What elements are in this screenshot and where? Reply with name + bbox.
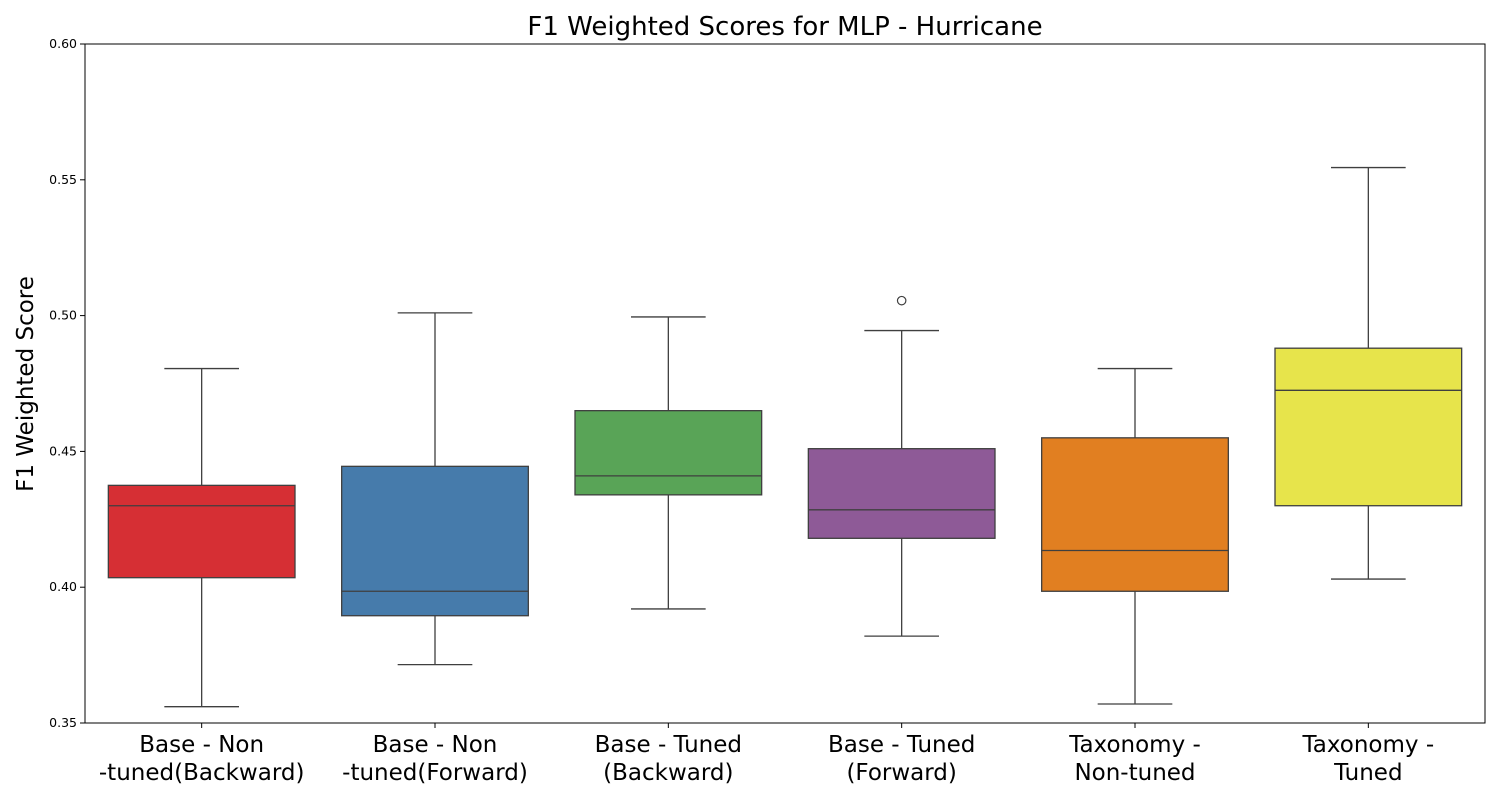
box-iqr (1274, 347, 1463, 507)
box-iqr (341, 465, 529, 617)
x-tick-label: -tuned(Forward) (342, 760, 528, 786)
y-tick-label: 0.55 (49, 172, 77, 187)
chart-title: F1 Weighted Scores for MLP - Hurricane (527, 12, 1042, 42)
box-iqr (574, 410, 763, 496)
x-tick-label: Non-tuned (1074, 760, 1195, 786)
x-tick-label: Base - Tuned (828, 732, 975, 758)
outlier-point (896, 295, 907, 306)
y-tick-label: 0.40 (49, 579, 77, 594)
plot-frame (84, 43, 1486, 724)
x-tick-label: Taxonomy - (1302, 732, 1435, 758)
x-tick-label: Base - Non (373, 732, 498, 758)
y-tick-label: 0.50 (49, 308, 77, 323)
x-tick-label: Base - Non (139, 732, 264, 758)
box-iqr (807, 448, 996, 539)
box-iqr (107, 484, 296, 579)
x-tick-label: Taxonomy - (1068, 732, 1201, 758)
y-tick-label: 0.60 (49, 36, 77, 51)
x-tick-label: Base - Tuned (595, 732, 742, 758)
x-tick-label: (Backward) (603, 760, 733, 786)
y-axis-label: F1 Weighted Score (13, 276, 39, 492)
y-tick-label: 0.35 (49, 715, 77, 730)
x-tick-label: Tuned (1333, 760, 1402, 786)
box-iqr (1041, 437, 1229, 592)
x-tick-label: (Forward) (846, 760, 956, 786)
y-tick-label: 0.45 (49, 443, 77, 458)
x-tick-label: -tuned(Backward) (99, 760, 305, 786)
